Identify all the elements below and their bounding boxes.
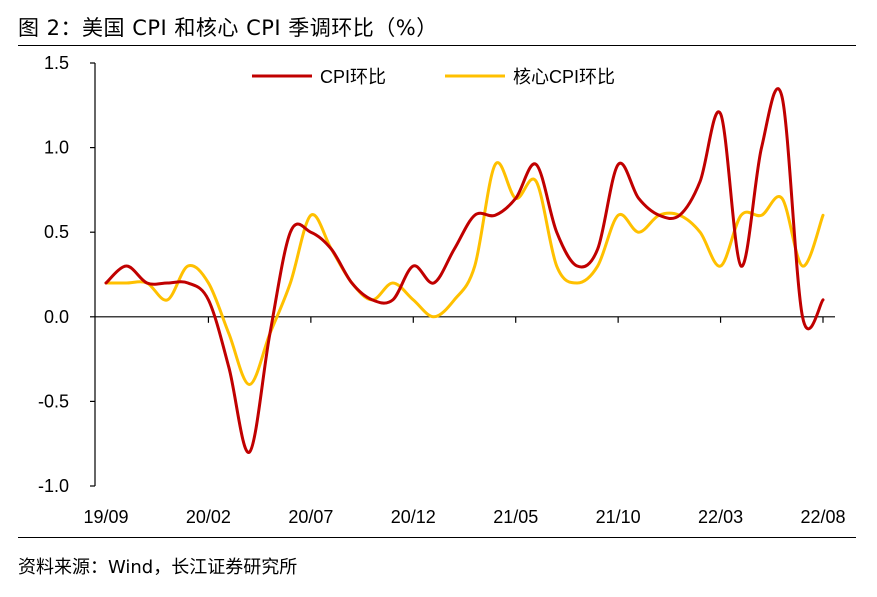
y-tick-label: 0.5 <box>44 222 69 242</box>
chart-legend: CPI环比 核心CPI环比 <box>252 67 615 87</box>
y-tick-label: 1.5 <box>44 53 69 73</box>
x-tick-label: 22/03 <box>698 507 743 527</box>
legend-label: CPI环比 <box>320 67 386 87</box>
legend-item-cpi: CPI环比 <box>252 67 386 87</box>
x-tick-label: 20/07 <box>288 507 333 527</box>
top-divider <box>18 45 856 46</box>
x-tick-label: 21/10 <box>596 507 641 527</box>
series-line-core-cpi <box>104 161 825 386</box>
chart-axes: 1.5 1.0 0.5 0.0 -0.5 -1.0 19/09 20/02 20/07 20/12… <box>38 53 846 527</box>
legend-item-core-cpi: 核心CPI环比 <box>445 67 615 87</box>
x-tick-label: 21/05 <box>493 507 538 527</box>
chart-title: 图 2：美国 CPI 和核心 CPI 季调环比（%） <box>18 16 438 40</box>
source-note: 资料来源：Wind，长江证券研究所 <box>18 557 298 578</box>
y-tick-label: -1.0 <box>38 476 69 496</box>
x-tick-label: 20/12 <box>391 507 436 527</box>
series-line-cpi <box>104 87 825 454</box>
x-tick-label: 22/08 <box>800 507 845 527</box>
legend-label: 核心CPI环比 <box>513 67 615 87</box>
y-tick-label: 0.0 <box>44 307 69 327</box>
y-tick-label: -0.5 <box>38 391 69 411</box>
y-tick-label: 1.0 <box>44 138 69 158</box>
bottom-divider <box>18 537 856 538</box>
chart-series <box>104 87 825 454</box>
x-tick-label: 20/02 <box>186 507 231 527</box>
x-tick-label: 19/09 <box>83 507 128 527</box>
